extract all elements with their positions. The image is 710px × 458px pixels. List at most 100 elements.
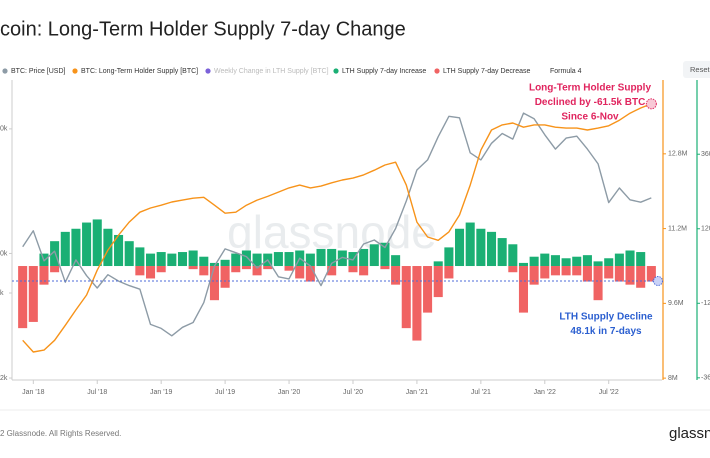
legend-label[interactable]: Weekly Change in LTH Supply [BTC] — [214, 68, 329, 75]
bar — [241, 250, 251, 267]
bar — [177, 252, 188, 267]
bar — [263, 266, 273, 270]
bar — [433, 261, 443, 267]
bar — [572, 266, 582, 276]
y3-tick-label: 120 — [701, 226, 710, 233]
bar — [156, 266, 166, 273]
bar — [273, 252, 283, 267]
bar — [604, 258, 614, 267]
bar — [135, 247, 145, 267]
x-tick-label: Jul '21 — [471, 389, 491, 396]
annotation: 48.1k in 7-days — [570, 326, 642, 337]
y2-tick-label: 11.2M — [668, 225, 687, 232]
x-tick-label: Jul '20 — [343, 389, 363, 396]
bar — [561, 258, 571, 267]
bar — [284, 266, 294, 271]
x-tick-label: Jan '21 — [406, 389, 428, 396]
y3-tick-label: -36 — [701, 375, 710, 382]
bar — [145, 266, 156, 279]
x-tick-label: Jul '19 — [215, 389, 235, 396]
annotation: LTH Supply Decline — [559, 312, 653, 323]
legend-swatch[interactable] — [333, 68, 339, 74]
y2-tick-label: 9.6M — [668, 300, 684, 307]
bar — [295, 266, 305, 279]
bar — [199, 266, 209, 276]
bar — [305, 253, 315, 267]
bar — [444, 266, 454, 279]
bar — [486, 231, 497, 267]
y-tick-label: 0k — [0, 250, 8, 257]
bar — [82, 222, 92, 267]
legend-label[interactable]: BTC: Long-Term Holder Supply [BTC] — [81, 68, 198, 75]
bar — [508, 266, 518, 273]
bar — [540, 266, 550, 279]
bar — [220, 266, 230, 288]
bar — [209, 266, 219, 301]
bar — [167, 253, 177, 267]
legend-label[interactable]: BTC: Price [USD] — [11, 68, 66, 75]
bar — [625, 266, 635, 285]
bar — [508, 244, 518, 267]
bar — [252, 266, 262, 276]
bar — [50, 266, 60, 273]
x-tick-label: Jan '18 — [22, 389, 44, 396]
bar — [231, 266, 241, 273]
x-tick-label: Jan '19 — [150, 389, 172, 396]
legend-label[interactable]: LTH Supply 7-day Decrease — [443, 68, 531, 75]
bar — [369, 244, 379, 267]
bar — [359, 248, 369, 267]
bar — [582, 266, 592, 282]
bar — [316, 248, 326, 267]
bar — [327, 266, 337, 276]
legend-swatch[interactable] — [2, 68, 8, 74]
bar — [145, 253, 156, 267]
bar — [114, 234, 124, 267]
bar — [92, 219, 102, 267]
bar — [550, 255, 560, 267]
reset-button[interactable] — [683, 61, 710, 78]
legend-swatch[interactable] — [205, 68, 211, 74]
bar — [28, 266, 38, 322]
bar — [39, 266, 49, 285]
y-tick-label: 0k — [0, 126, 8, 133]
x-tick-label: Jan '22 — [534, 389, 556, 396]
bar — [423, 266, 433, 313]
annotation: Declined by -61.5k BTC — [535, 97, 646, 108]
x-tick-label: Jul '18 — [87, 389, 107, 396]
bar — [550, 266, 560, 276]
bar — [391, 266, 401, 285]
bar — [199, 256, 209, 267]
bar — [327, 248, 337, 267]
bar — [135, 266, 145, 276]
legend-label[interactable]: Formula 4 — [550, 68, 582, 75]
bar — [465, 222, 475, 267]
legend-swatch[interactable] — [72, 68, 78, 74]
footer: 2 Glassnode. All Rights Reserved. — [0, 429, 121, 438]
bar — [18, 266, 28, 329]
bar — [412, 266, 422, 341]
bar — [252, 253, 262, 267]
bar — [241, 266, 251, 270]
bar — [497, 238, 507, 267]
bar — [103, 228, 113, 267]
bar — [593, 266, 603, 301]
reset-label[interactable]: Reset — [690, 65, 710, 74]
bar — [433, 266, 443, 298]
bar — [391, 255, 401, 267]
bar — [380, 242, 390, 267]
series-line — [22, 103, 652, 353]
legend-swatch[interactable] — [434, 68, 440, 74]
bar — [582, 255, 592, 267]
annotation: Long-Term Holder Supply — [529, 83, 651, 94]
x-tick-label: Jul '22 — [599, 389, 619, 396]
legend-label[interactable]: LTH Supply 7-day Increase — [342, 68, 426, 75]
y2-tick-label: 12.8M — [668, 151, 688, 158]
bar — [231, 253, 241, 267]
bar — [50, 241, 60, 267]
bar — [156, 252, 166, 267]
bar — [476, 228, 486, 267]
bar — [71, 228, 81, 267]
bar — [529, 266, 539, 285]
